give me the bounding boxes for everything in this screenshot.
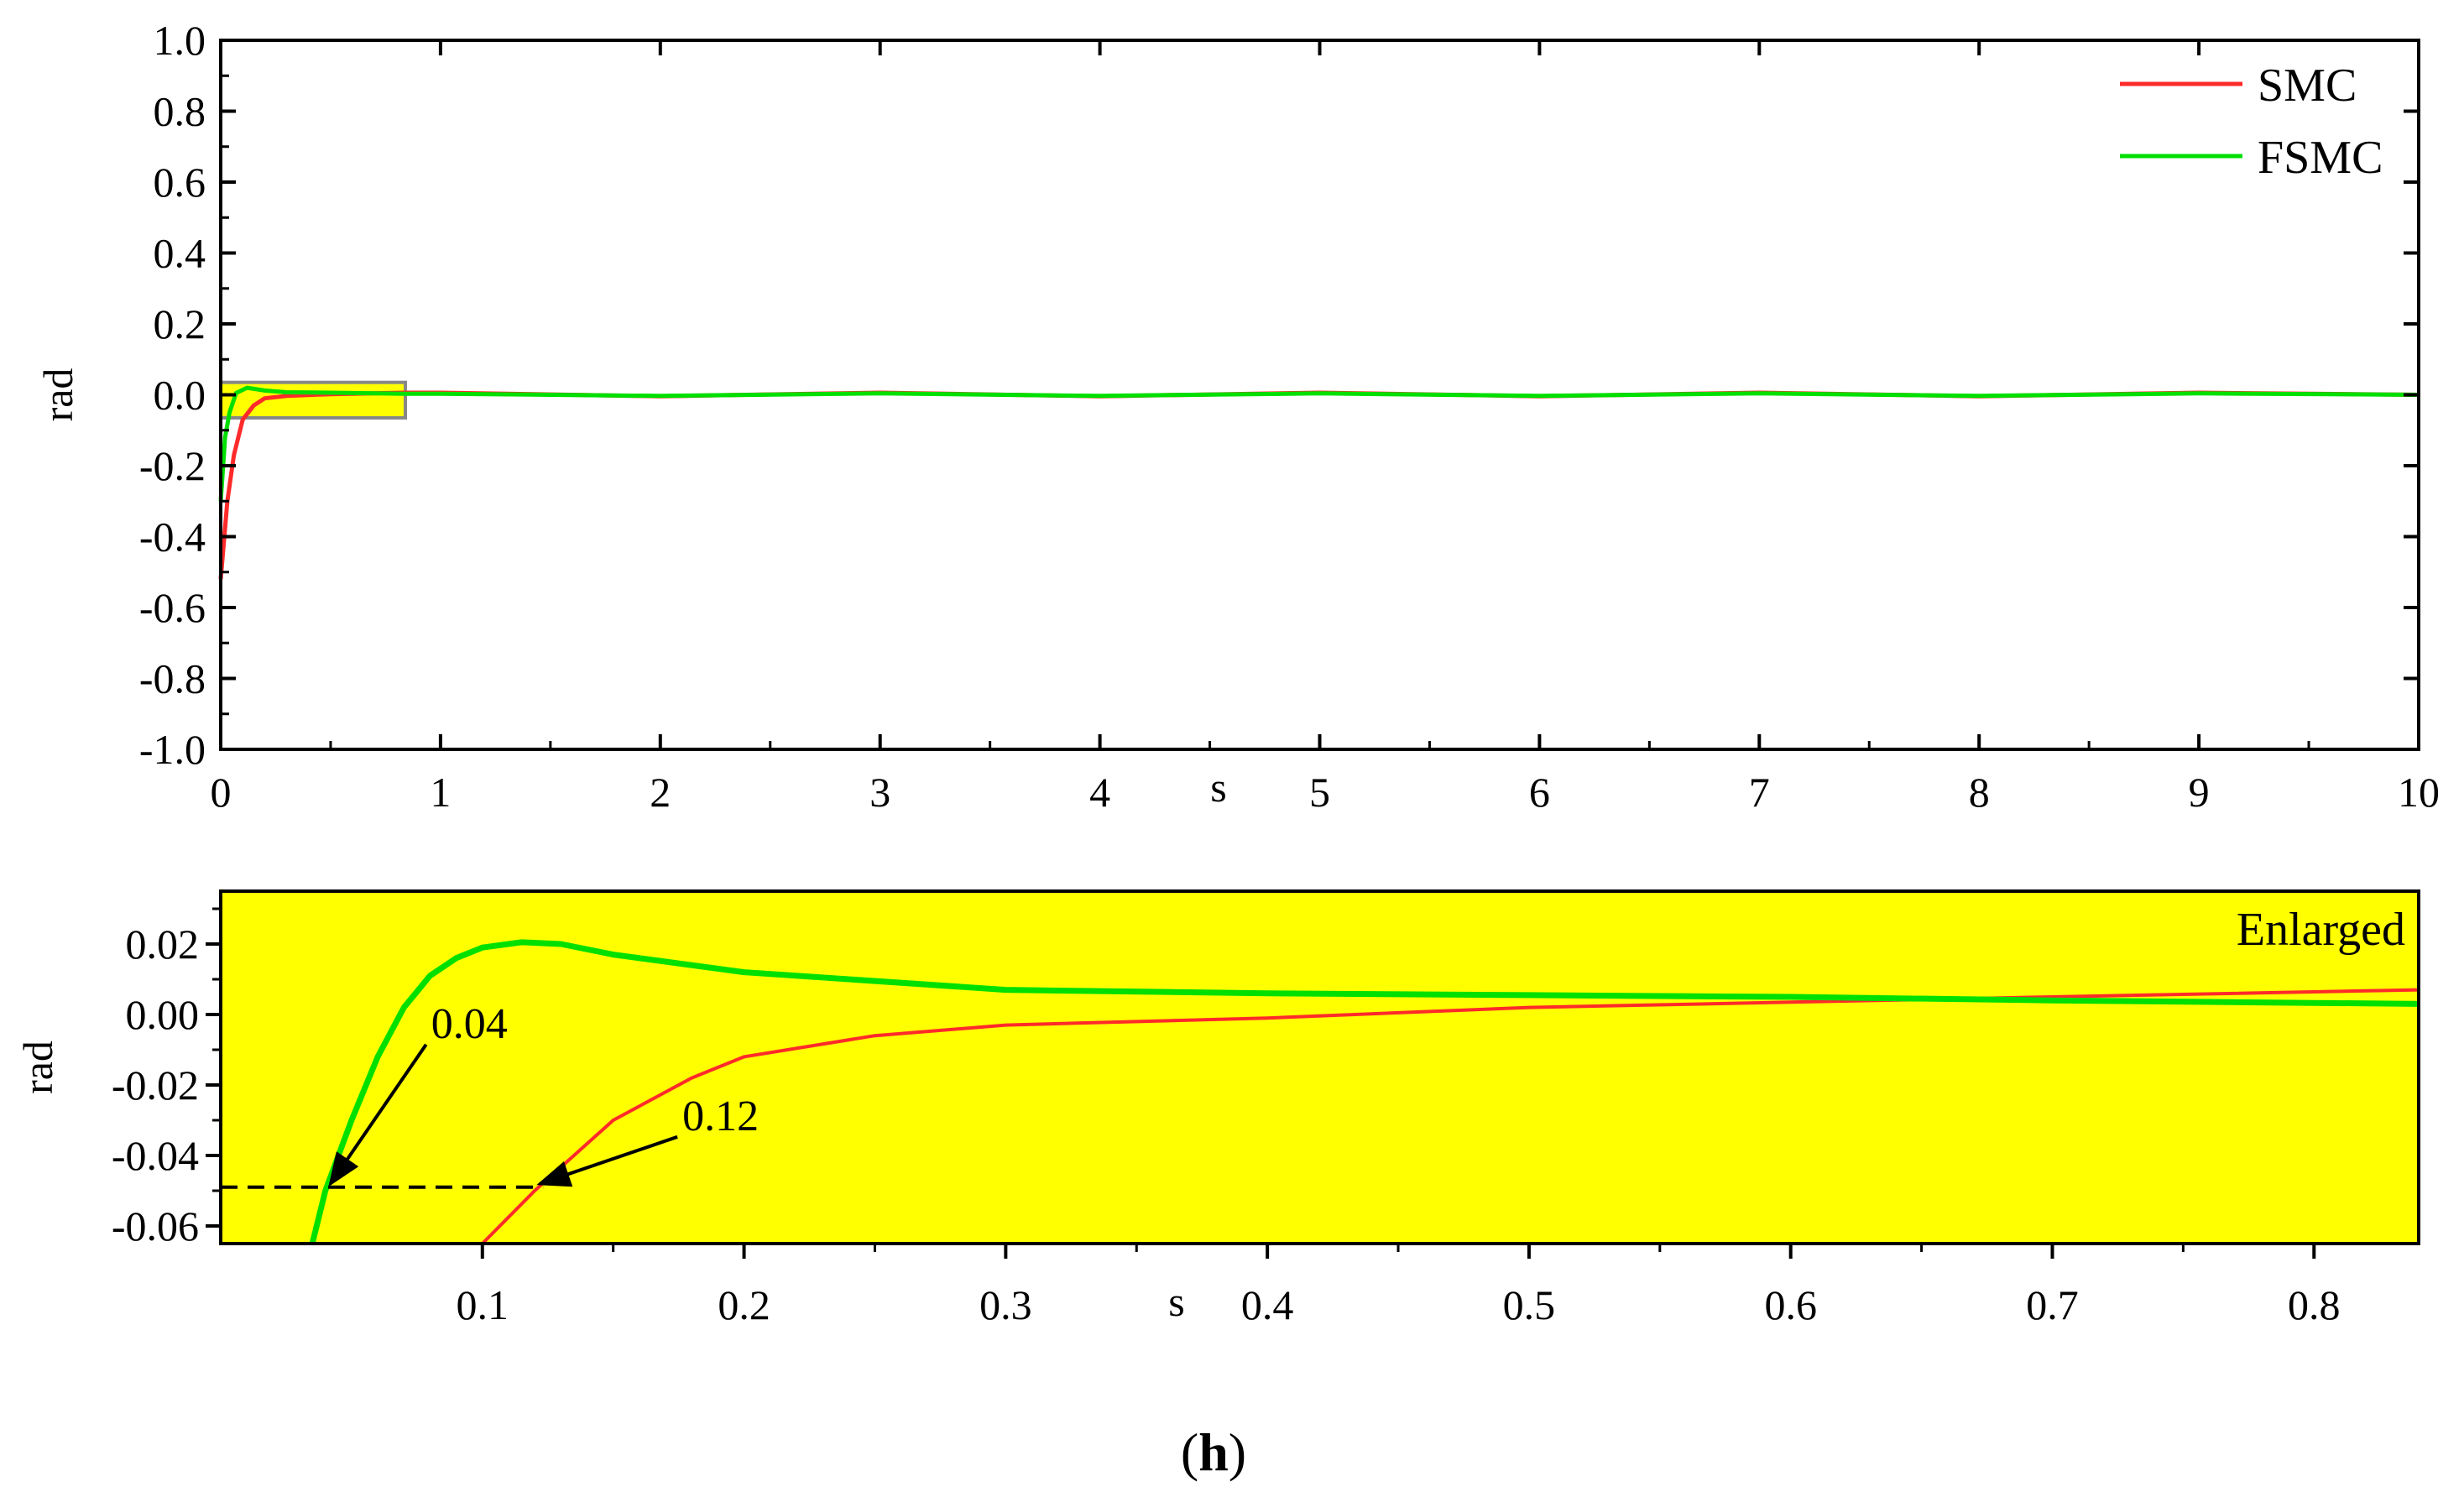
main-x-tick-label: 3 [869,769,890,816]
main-y-tick-label: -1.0 [139,726,206,773]
caption-letter: h [1198,1422,1229,1482]
main-x-tick-label: 9 [2189,769,2210,816]
figure-caption: (h) [1181,1422,1246,1482]
main-y-tick-label: -0.6 [139,584,206,631]
caption-close-paren: ) [1229,1422,1246,1482]
legend-label-smc: SMC [2258,60,2357,112]
main-x-tick-label: 5 [1309,769,1330,816]
enlarged-series-line-smc [481,988,2420,1245]
main-x-tick-label: 2 [650,769,671,816]
enlarged-x-tick-label: 0.1 [457,1281,509,1328]
main-x-tick-label: 1 [430,769,451,816]
main-x-tick-label: 7 [1749,769,1770,816]
main-ticks: 0 1 2 3 4 5 6 7 8 9 10 1.0 0.8 0.6 0.4 0.2 0.0 -0.2 -0.4 -0… [139,17,2440,816]
legend: SMC FSMC [2120,60,2383,184]
enlarged-y-tick-label: 0.00 [126,991,200,1038]
main-x-tick-label: 4 [1089,769,1110,816]
main-x-tick-label: 0 [211,769,232,816]
enlarged-annotations: 0.04 0.12 [328,1000,759,1187]
enlarged-x-axis-label: s [1168,1278,1184,1325]
enlarged-x-tick-label: 0.6 [1764,1281,1817,1328]
annotation-label-1: 0.12 [682,1093,759,1140]
main-y-axis-label: rad [34,368,81,422]
annotation-arrow-1 [536,1134,678,1187]
main-y-tick-label: 0.6 [154,159,206,206]
enlarged-x-tick-label: 0.8 [2288,1281,2341,1328]
main-series-line-fsmc [218,385,2420,502]
main-series-line-smc [218,390,2420,580]
enlarged-y-axis-label: rad [14,1041,61,1094]
main-y-tick-label: 1.0 [154,17,206,64]
main-x-tick-label: 6 [1529,769,1550,816]
enlarged-series-line-fsmc [309,939,2420,1244]
enlarged-title: Enlarged [2237,904,2405,956]
main-y-tick-label: -0.2 [139,442,206,489]
annotation-arrow-0 [328,1043,428,1187]
enlarged-y-tick-label: -0.04 [112,1132,199,1179]
caption-open-paren: ( [1181,1422,1198,1482]
main-x-tick-label: 8 [1969,769,1990,816]
main-y-tick-label: -0.4 [139,514,206,561]
enlarged-y-tick-label: 0.02 [126,921,200,968]
enlarged-y-tick-label: -0.06 [112,1202,199,1249]
main-y-tick-label: 0.0 [154,372,206,419]
main-y-tick-label: -0.8 [139,655,206,702]
enlarged-plot-frame [219,889,2420,1245]
main-y-tick-label: 0.8 [154,88,206,135]
enlarged-x-tick-label: 0.2 [718,1281,770,1328]
enlarged-x-tick-label: 0.7 [2026,1281,2079,1328]
enlarged-chart: 0.04 0.12 0.1 0.2 0.3 0.4 0.5 0.6 0.7 0.80.020.… [14,889,2420,1328]
main-chart: 0 1 2 3 4 5 6 7 8 9 10 1.0 0.8 0.6 0.4 0.2 0.0 -0.2 -0.4 -0… [34,17,2440,816]
enlarged-y-tick-label: -0.02 [112,1061,199,1108]
main-x-tick-label: 10 [2398,769,2440,816]
main-series-layer [218,385,2420,580]
legend-label-fsmc: FSMC [2258,132,2383,184]
main-y-tick-label: 0.2 [154,300,206,347]
enlarged-x-tick-label: 0.3 [979,1281,1032,1328]
enlarged-x-tick-label: 0.5 [1503,1281,1556,1328]
enlarged-series-layer [309,939,2420,1245]
main-x-axis-label: s [1210,764,1226,811]
enlarged-x-tick-label: 0.4 [1241,1281,1294,1328]
main-y-tick-label: 0.4 [154,230,206,277]
annotation-label-0: 0.04 [431,1000,508,1048]
enlarged-ticks: 0.1 0.2 0.3 0.4 0.5 0.6 0.7 0.8 0.02 0.00 -0.02 -0.… [112,907,2341,1328]
